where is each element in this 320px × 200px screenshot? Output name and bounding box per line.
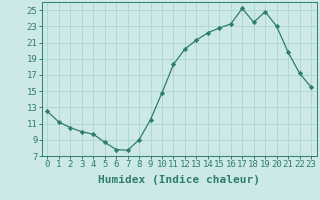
X-axis label: Humidex (Indice chaleur): Humidex (Indice chaleur) — [98, 175, 260, 185]
